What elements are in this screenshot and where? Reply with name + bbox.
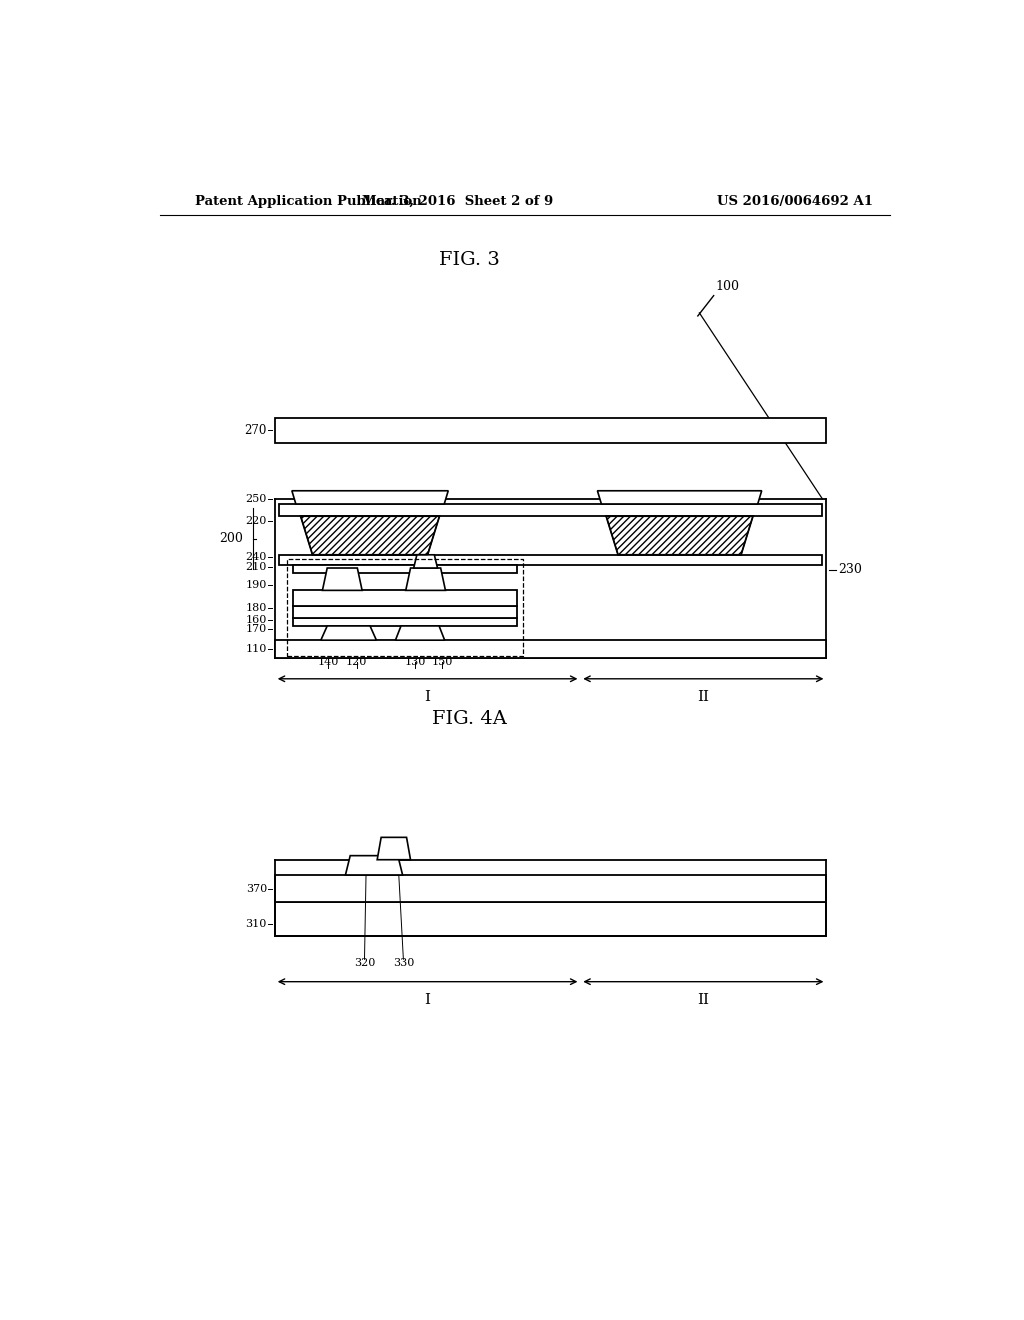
- Text: 240: 240: [246, 552, 267, 562]
- Polygon shape: [301, 516, 439, 554]
- Text: 200: 200: [219, 532, 243, 545]
- Polygon shape: [292, 491, 449, 504]
- Text: 210: 210: [246, 562, 267, 572]
- Text: FIG. 3: FIG. 3: [439, 251, 500, 269]
- Text: II: II: [697, 993, 710, 1007]
- Text: 220: 220: [246, 516, 267, 527]
- Text: 270: 270: [245, 424, 267, 437]
- Polygon shape: [597, 491, 762, 504]
- Bar: [293, 606, 517, 618]
- Text: 180: 180: [246, 603, 267, 612]
- Text: 160: 160: [246, 615, 267, 624]
- Bar: [274, 417, 826, 444]
- Polygon shape: [377, 837, 411, 859]
- Text: II: II: [697, 690, 710, 704]
- Text: 250: 250: [246, 494, 267, 504]
- Bar: [293, 590, 517, 606]
- Polygon shape: [321, 626, 377, 640]
- Text: 320: 320: [354, 958, 375, 969]
- Bar: [279, 554, 822, 565]
- Text: 330: 330: [392, 958, 414, 969]
- Text: I: I: [425, 690, 430, 704]
- Polygon shape: [323, 568, 362, 590]
- Text: I: I: [425, 993, 430, 1007]
- Polygon shape: [406, 568, 445, 590]
- Polygon shape: [414, 554, 437, 568]
- Text: 310: 310: [246, 919, 267, 929]
- Text: 130: 130: [404, 656, 426, 667]
- Text: FIG. 4A: FIG. 4A: [432, 710, 507, 729]
- Text: Patent Application Publication: Patent Application Publication: [196, 194, 422, 207]
- Text: 110: 110: [246, 644, 267, 655]
- Text: 230: 230: [839, 564, 862, 576]
- Text: 100: 100: [715, 280, 739, 293]
- Bar: [293, 618, 517, 626]
- Bar: [293, 565, 517, 573]
- Bar: [274, 640, 826, 659]
- Polygon shape: [606, 516, 753, 554]
- Text: 150: 150: [431, 656, 453, 667]
- Text: US 2016/0064692 A1: US 2016/0064692 A1: [717, 194, 872, 207]
- Text: 190: 190: [246, 581, 267, 590]
- Bar: [274, 875, 826, 903]
- Bar: [279, 504, 822, 516]
- Bar: [287, 558, 523, 656]
- Text: 370: 370: [246, 883, 267, 894]
- Text: Mar. 3, 2016  Sheet 2 of 9: Mar. 3, 2016 Sheet 2 of 9: [361, 194, 553, 207]
- Polygon shape: [345, 855, 402, 875]
- Text: 140: 140: [317, 656, 339, 667]
- Text: 120: 120: [346, 656, 368, 667]
- Bar: [274, 903, 826, 936]
- Polygon shape: [395, 626, 444, 640]
- Text: 170: 170: [246, 624, 267, 634]
